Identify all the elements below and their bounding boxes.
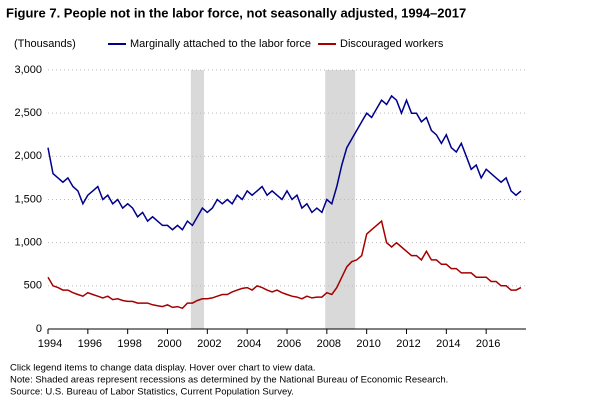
x-tick-label: 1998 — [117, 338, 141, 350]
chart-title: Figure 7. People not in the labor force,… — [6, 5, 466, 20]
x-tick-label: 2014 — [436, 338, 460, 350]
y-tick-label: 500 — [24, 280, 42, 292]
legend-label[interactable]: Discouraged workers — [340, 38, 444, 50]
y-tick-label: 1,500 — [14, 193, 42, 205]
x-tick-label: 2002 — [197, 338, 221, 350]
x-tick-label: 2012 — [396, 338, 420, 350]
note: Click legend items to change data displa… — [10, 363, 316, 374]
y-tick-label: 2,000 — [14, 150, 42, 162]
x-tick-label: 2010 — [356, 338, 380, 350]
y-tick-label: 2,500 — [14, 107, 42, 119]
note: Note: Shaded areas represent recessions … — [10, 375, 448, 386]
x-tick-label: 2004 — [237, 338, 261, 350]
legend-label[interactable]: Marginally attached to the labor force — [130, 38, 311, 50]
x-tick-label: 1994 — [38, 338, 62, 350]
x-tick-label: 2008 — [317, 338, 341, 350]
x-tick-label: 1996 — [78, 338, 102, 350]
note: Source: U.S. Bureau of Labor Statistics,… — [10, 387, 294, 398]
x-tick-label: 2000 — [157, 338, 181, 350]
x-tick-label: 2006 — [277, 338, 301, 350]
y-tick-label: 0 — [36, 323, 42, 335]
y-tick-label: 3,000 — [14, 64, 42, 76]
x-tick-label: 2016 — [476, 338, 500, 350]
y-axis-label: (Thousands) — [14, 38, 76, 50]
recession-band — [190, 70, 204, 329]
y-tick-label: 1,000 — [14, 237, 42, 249]
series-line — [47, 219, 522, 310]
series-line — [47, 94, 522, 231]
